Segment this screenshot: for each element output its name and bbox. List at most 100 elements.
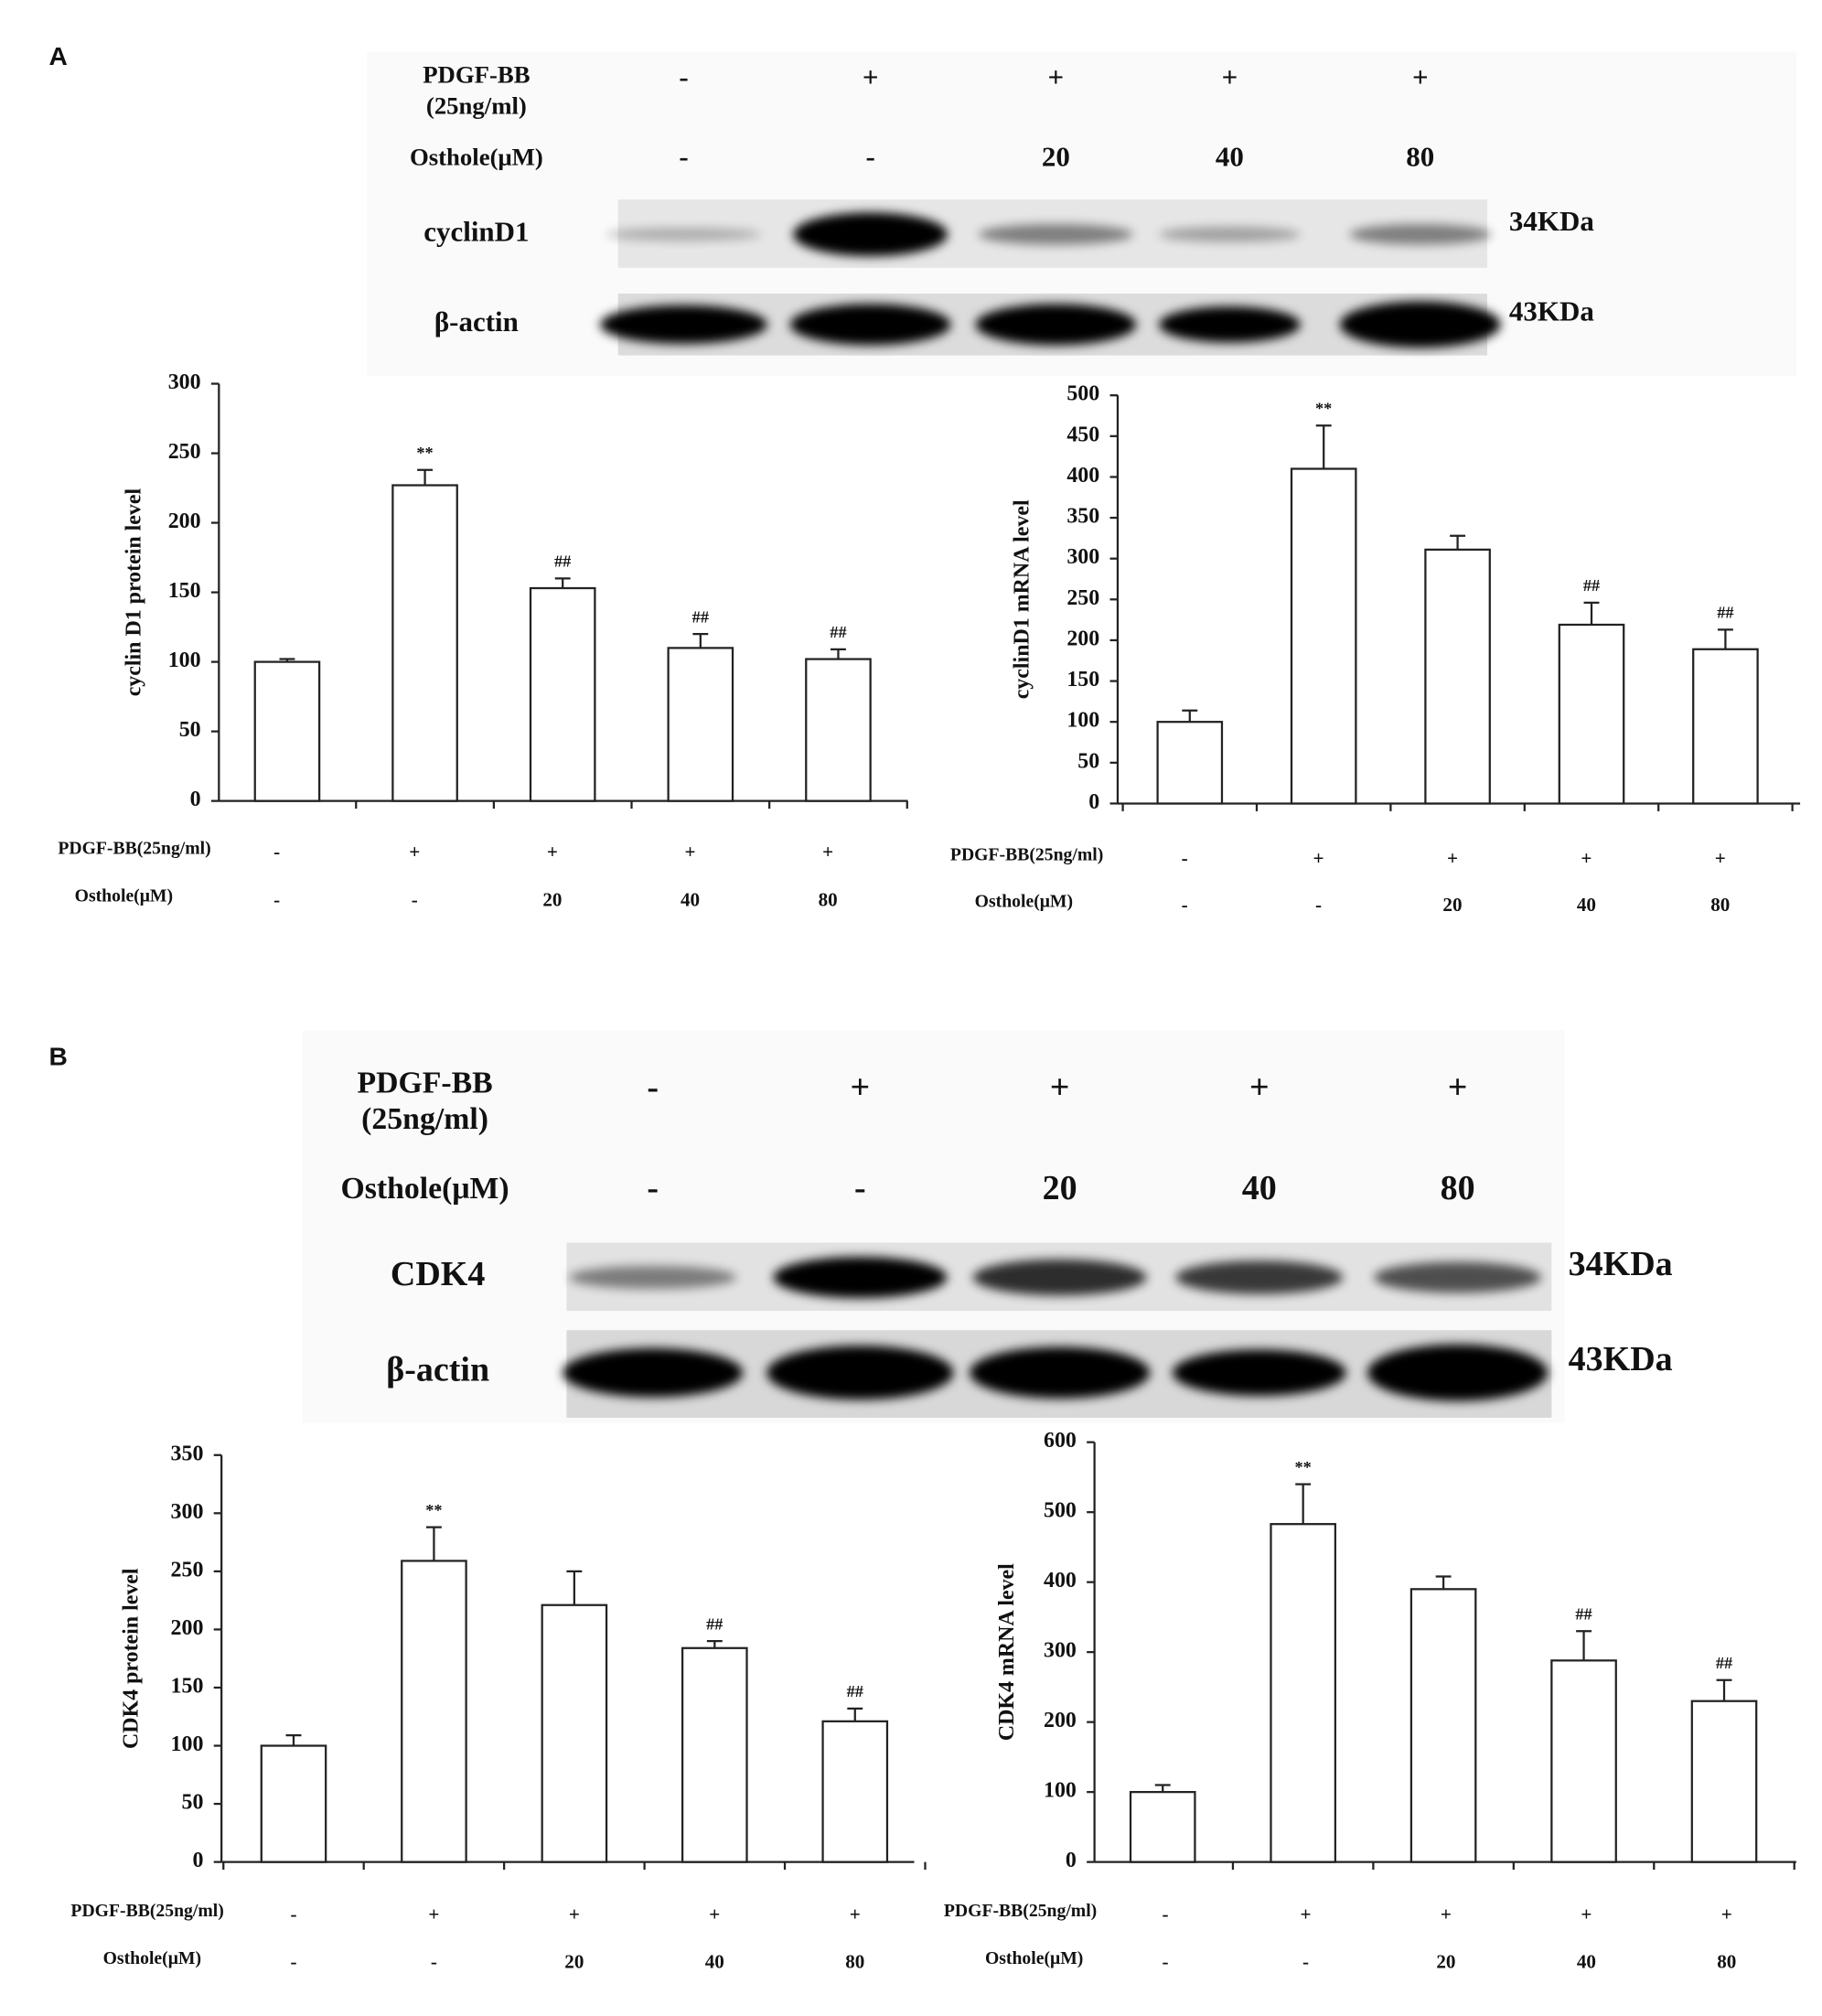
treatment-name: PDGF-BB(25ng/ml) — [58, 839, 210, 859]
treatment-label: - — [290, 1903, 296, 1925]
treatment-label: + — [863, 60, 879, 92]
treatment-label: 40 — [1242, 1169, 1277, 1207]
band-size: 43KDa — [1569, 1340, 1673, 1378]
treatment-label: - — [1302, 1951, 1309, 1973]
blot-band — [975, 304, 1137, 346]
treatment-label: - — [1163, 1951, 1169, 1973]
treatment-label: + — [1412, 60, 1429, 92]
blot-band — [1175, 1260, 1344, 1294]
significance: ** — [1295, 1458, 1312, 1476]
blot-band — [563, 1347, 744, 1398]
treatment-name: PDGF-BB(25ng/ml) — [944, 1901, 1097, 1921]
y-tick-label: 100 — [1066, 709, 1099, 733]
bar — [1290, 467, 1357, 805]
treatment-label: - — [290, 1951, 296, 1973]
blot-band — [773, 1256, 948, 1299]
bar — [401, 1560, 467, 1863]
treatment-label: + — [1441, 1903, 1452, 1925]
treatment-label: + — [851, 1068, 871, 1107]
blot-band — [970, 1346, 1151, 1399]
treatment-name: (25ng/ml) — [361, 1102, 488, 1136]
blot-band — [1367, 1344, 1549, 1401]
treatment-label: + — [1300, 1903, 1311, 1925]
bar — [1558, 623, 1625, 805]
treatment-name: PDGF-BB(25ng/ml) — [70, 1901, 223, 1921]
bar — [1692, 648, 1759, 805]
y-tick-label: 400 — [1044, 1569, 1077, 1592]
blot-band — [789, 304, 951, 346]
y-tick-label: 400 — [1066, 464, 1099, 488]
treatment-label: + — [1048, 60, 1065, 92]
treatment-name: Osthole(μM) — [975, 891, 1073, 911]
treatment-label: 80 — [819, 888, 838, 910]
treatment-label: 20 — [542, 888, 562, 910]
treatment-label: - — [854, 1169, 866, 1207]
y-tick-label: 500 — [1044, 1499, 1077, 1523]
y-tick-label: 100 — [1044, 1779, 1077, 1803]
treatment-label: 20 — [1043, 1169, 1077, 1207]
bar — [1409, 1588, 1477, 1863]
band-size: 43KDa — [1509, 295, 1594, 327]
y-tick-label: 300 — [168, 370, 201, 394]
bar — [253, 660, 321, 802]
treatment-label: + — [1715, 847, 1726, 869]
treatment-label: 20 — [564, 1951, 584, 1973]
significance: ** — [1315, 400, 1332, 418]
significance: ** — [416, 444, 433, 462]
y-tick-label: 50 — [179, 718, 201, 742]
blot-band — [978, 223, 1133, 245]
y-tick-label: 350 — [1066, 505, 1099, 529]
y-tick-label: 600 — [1044, 1429, 1077, 1453]
y-tick-label: 150 — [168, 579, 201, 603]
y-tick-label: 150 — [171, 1674, 204, 1698]
treatment-label: + — [1581, 847, 1592, 869]
band-name: β-actin — [434, 306, 519, 338]
y-tick-label: 200 — [1044, 1709, 1077, 1732]
treatment-label: + — [822, 841, 833, 863]
significance: ## — [847, 1682, 863, 1700]
treatment-label: - — [1315, 894, 1322, 916]
treatment-label: - — [679, 60, 688, 92]
y-axis-label: CDK4 mRNA level — [995, 1563, 1019, 1741]
bar — [529, 586, 596, 802]
treatment-label: + — [1249, 1068, 1270, 1107]
significance: ## — [554, 552, 571, 571]
blot-band — [1349, 223, 1492, 245]
y-tick-label: 500 — [1066, 382, 1099, 406]
treatment-label: 80 — [1717, 1951, 1736, 1973]
significance: ## — [1716, 1654, 1732, 1672]
treatment-name: PDGF-BB(25ng/ml) — [950, 845, 1103, 865]
treatment-name: Osthole(μM) — [75, 886, 173, 906]
treatment-label: + — [1222, 60, 1238, 92]
y-tick-label: 250 — [1066, 586, 1099, 610]
bar — [541, 1603, 608, 1863]
bar — [1424, 548, 1491, 805]
significance: ** — [425, 1501, 442, 1519]
treatment-name: (25ng/ml) — [426, 91, 527, 119]
treatment-name: PDGF-BB — [357, 1066, 492, 1099]
y-axis-label: cyclin D1 protein level — [122, 488, 145, 697]
treatment-label: 80 — [1441, 1169, 1475, 1207]
treatment-label: 40 — [705, 1951, 724, 1973]
blot-band — [793, 212, 949, 257]
y-tick-label: 0 — [1066, 1849, 1077, 1872]
bar — [805, 658, 872, 802]
treatment-label: + — [1581, 1903, 1592, 1925]
y-tick-label: 450 — [1066, 423, 1099, 446]
y-axis-label: cyclinD1 mRNA level — [1011, 499, 1034, 699]
band-size: 34KDa — [1569, 1245, 1673, 1283]
blot-band — [972, 1259, 1147, 1296]
treatment-label: 20 — [1436, 1951, 1455, 1973]
treatment-name: Osthole(μM) — [340, 1172, 509, 1206]
treatment-label: - — [647, 1068, 659, 1107]
treatment-label: + — [709, 1903, 720, 1925]
y-axis-label: CDK4 protein level — [119, 1568, 143, 1749]
treatment-label: - — [273, 841, 280, 863]
treatment-label: - — [273, 888, 280, 910]
y-tick-label: 100 — [171, 1732, 204, 1756]
panel-label: A — [48, 42, 67, 70]
y-tick-label: 200 — [1066, 627, 1099, 650]
treatment-label: + — [1313, 847, 1324, 869]
y-tick-label: 0 — [192, 1849, 203, 1872]
